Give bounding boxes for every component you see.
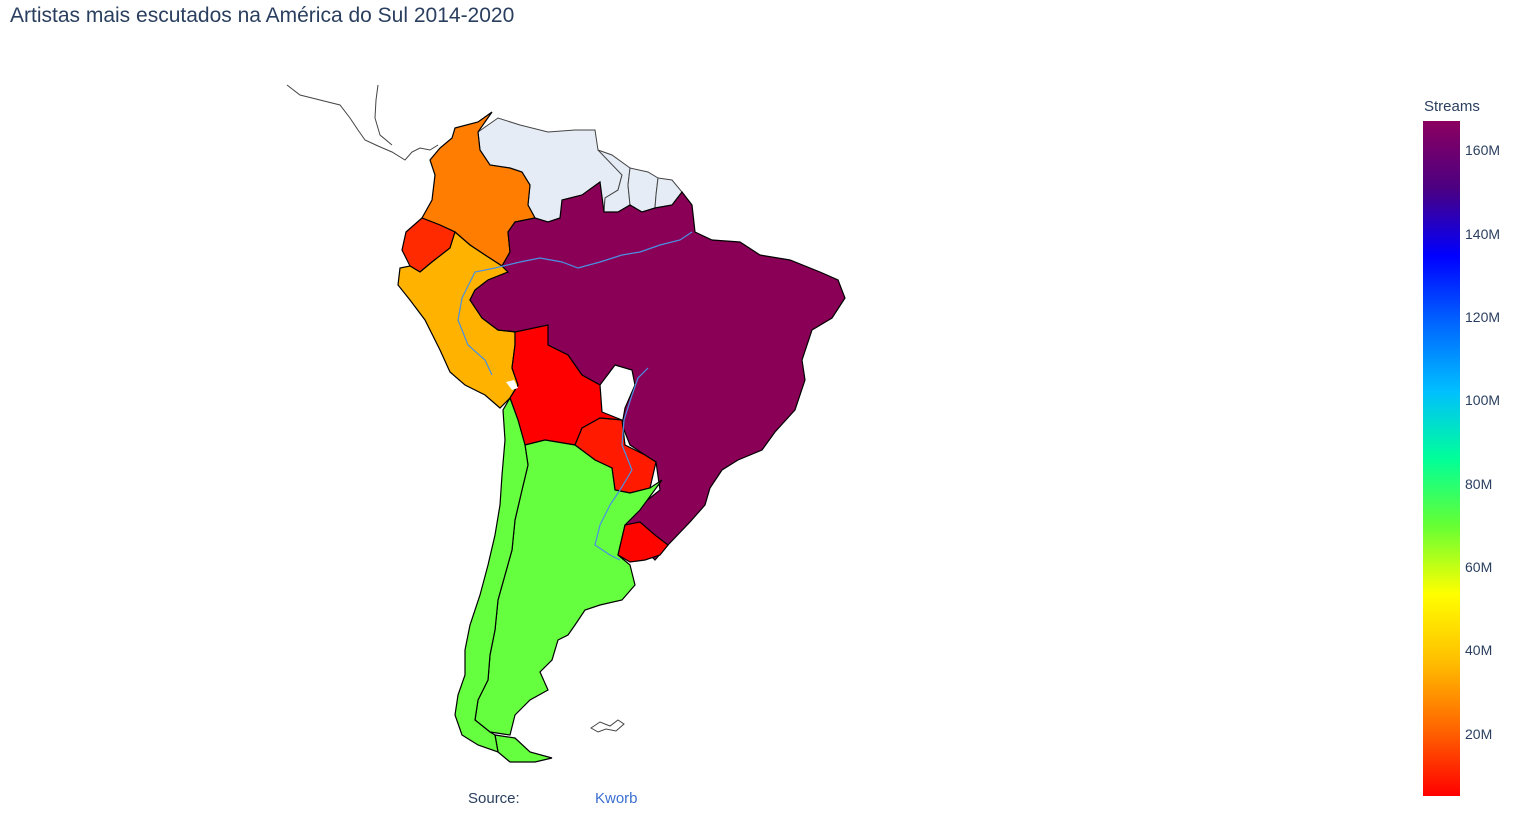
colorbar-title: Streams xyxy=(1424,98,1480,115)
colorbar xyxy=(1423,121,1460,796)
source-label: Source: xyxy=(468,790,520,807)
chart-title: Artistas mais escutados na América do Su… xyxy=(10,4,515,27)
colorbar-tick-label: 20M xyxy=(1465,725,1493,742)
source-link[interactable]: Kworb xyxy=(595,790,638,807)
region-tierra-del-fuego[interactable] xyxy=(494,734,553,763)
central-america-outline xyxy=(286,84,439,161)
region-uruguay[interactable] xyxy=(617,521,669,563)
river-amazon xyxy=(461,231,693,299)
colorbar-tick-label: 60M xyxy=(1465,558,1493,575)
colorbar-tick-label: 160M xyxy=(1465,142,1501,159)
region-suriname[interactable] xyxy=(627,167,659,213)
colorbar-tick-label: 140M xyxy=(1465,225,1501,242)
colorbar-tick-label: 80M xyxy=(1465,475,1493,492)
lake-titicaca xyxy=(506,380,518,390)
colorbar-tick-label: 120M xyxy=(1465,308,1501,325)
colorbar-tick-label: 100M xyxy=(1465,392,1501,409)
river-parana xyxy=(594,367,649,561)
region-chile[interactable] xyxy=(454,396,529,753)
colorbar-tick-label: 40M xyxy=(1465,642,1493,659)
falklands-outline xyxy=(590,719,625,733)
river-ucayali xyxy=(457,297,493,376)
